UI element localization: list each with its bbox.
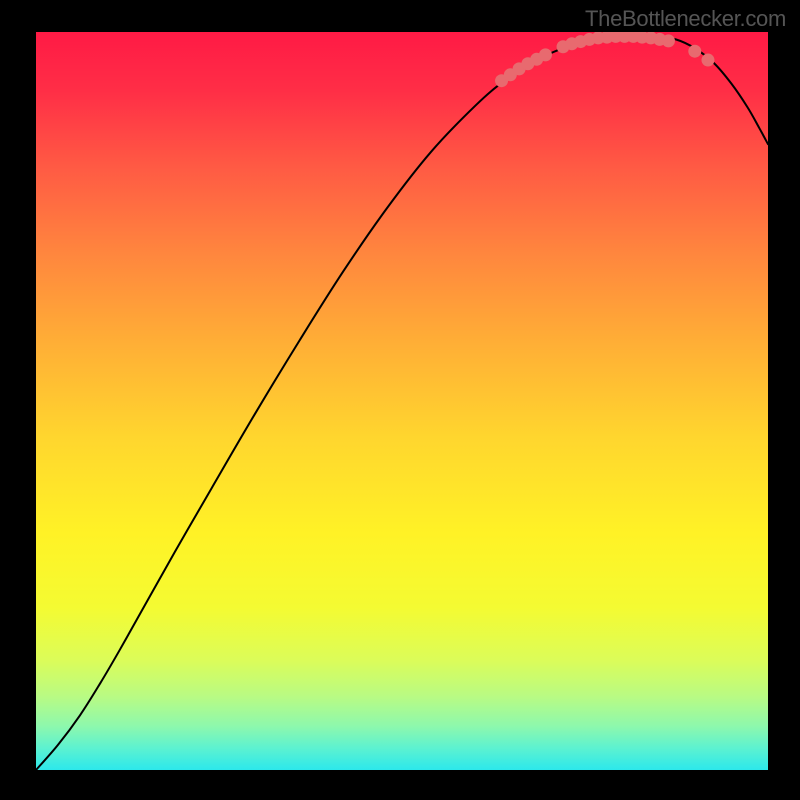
watermark-text: TheBottlenecker.com (585, 6, 786, 32)
data-marker (688, 45, 701, 58)
chart-svg (36, 32, 768, 770)
plot-area (36, 32, 768, 770)
data-marker (701, 54, 714, 67)
chart-background (36, 32, 768, 770)
data-marker (662, 34, 675, 47)
data-marker (539, 48, 552, 61)
